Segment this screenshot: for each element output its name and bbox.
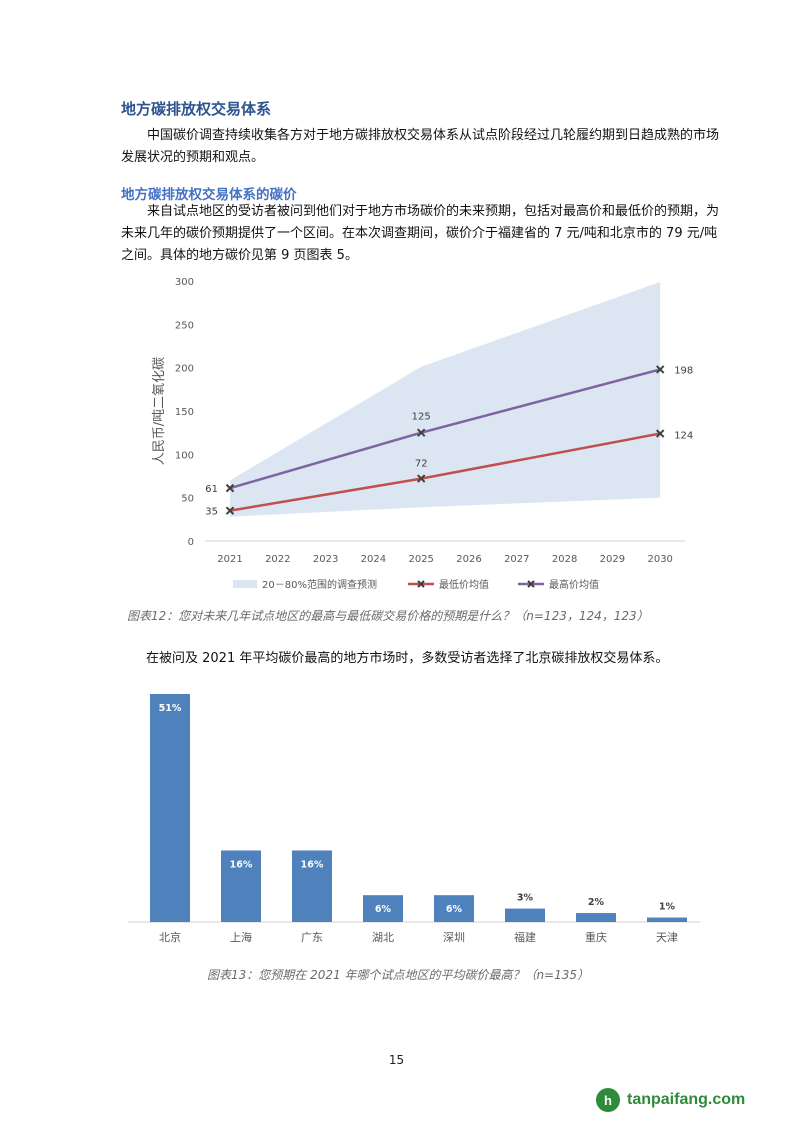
bar-4 (363, 895, 403, 922)
price-expectation-line-chart: 0 50 100 150 200 250 300 2021 2022 2023 2024 2025 20… (152, 277, 693, 591)
body-paragraph: 来自试点地区的受访者被问到他们对于地方市场碳价的未来预期，包括对最高价和最低价的… (121, 204, 720, 263)
y-tick-label: 50 (181, 494, 194, 505)
figure12-caption: 图表12：您对未来几年试点地区的最高与最低碳交易价格的预期是什么？（n=123，… (127, 609, 649, 623)
bar-5 (434, 895, 474, 922)
y-tick-label: 300 (175, 277, 194, 288)
marker-stroke (225, 483, 235, 493)
category-label: 广东 (301, 931, 323, 944)
y-tick-label: 0 (188, 537, 194, 548)
bar-value-label: 16% (301, 859, 324, 870)
data-label: 61 (205, 484, 218, 495)
data-label: 125 (412, 412, 431, 423)
x-tick-label: 2028 (552, 554, 577, 565)
category-label: 湖北 (372, 931, 394, 944)
y-tick-label: 200 (175, 364, 194, 375)
watermark-text: tanpaifang.com (627, 1091, 746, 1108)
data-label: 124 (674, 431, 693, 442)
legend-label-band: 20－80%范围的调查预测 (262, 578, 377, 591)
x-tick-label: 2021 (217, 554, 242, 565)
series-marker-x-icon (416, 428, 426, 437)
marker-stroke (225, 506, 235, 515)
legend-marker-x-icon (417, 580, 425, 588)
series-marker-x-icon (225, 483, 235, 493)
series-marker-x-icon (416, 474, 426, 483)
legend-marker-x-icon (527, 580, 535, 588)
series-marker-x-icon (655, 365, 665, 374)
x-tick-label: 2025 (408, 554, 433, 565)
x-tick-label: 2030 (647, 554, 672, 565)
bar-8 (647, 917, 687, 922)
bar-value-label: 1% (659, 902, 676, 913)
marker-stroke (416, 474, 426, 483)
x-tick-label: 2022 (265, 554, 290, 565)
section-heading: 地方碳排放权交易体系 (121, 100, 272, 118)
intro-paragraph: 中国碳价调查持续收集各方对于地方碳排放权交易体系从试点阶段经过几轮履约期到日趋成… (121, 128, 720, 165)
legend-label-high: 最高价均值 (549, 578, 599, 591)
forecast-range-band (230, 281, 661, 517)
x-tick-label: 2024 (361, 554, 386, 565)
bar-1 (150, 694, 190, 922)
bar-7 (576, 913, 616, 922)
data-label: 198 (674, 365, 693, 376)
subheading: 地方碳排放权交易体系的碳价 (121, 187, 297, 203)
x-tick-label: 2029 (600, 554, 625, 565)
x-tick-label: 2023 (313, 554, 338, 565)
category-label: 福建 (514, 930, 536, 944)
bar-value-label: 6% (375, 904, 392, 915)
y-tick-label: 150 (175, 407, 194, 418)
category-label: 重庆 (585, 930, 607, 944)
marker-stroke (655, 365, 665, 374)
highest-price-bar-chart: 51% 北京 16% 上海 16% 广东 6% 湖北 6% 深圳 3% 福建 2% 重庆 1% 天津 (128, 694, 700, 944)
data-label: 35 (205, 507, 218, 518)
bar-value-label: 6% (446, 904, 463, 915)
category-label: 上海 (230, 930, 252, 944)
x-tick-label: 2027 (504, 554, 529, 565)
bar-value-label: 2% (588, 897, 605, 908)
leaf-logo-icon: h (596, 1088, 620, 1112)
bar-value-label: 51% (159, 703, 182, 714)
category-label: 北京 (159, 930, 181, 944)
y-tick-label: 100 (175, 450, 194, 461)
data-label: 72 (415, 459, 428, 470)
x-tick-label: 2026 (456, 554, 481, 565)
bar-6 (505, 908, 545, 922)
series-marker-x-icon (225, 506, 235, 515)
bar-3 (292, 850, 332, 922)
legend-swatch-band (233, 580, 257, 588)
bar-value-label: 3% (517, 893, 534, 904)
legend-label-low: 最低价均值 (439, 578, 489, 591)
series-marker-x-icon (655, 429, 665, 438)
y-tick-label: 250 (175, 320, 194, 331)
category-label: 天津 (656, 931, 678, 944)
page-number: 15 (388, 1053, 405, 1067)
category-label: 深圳 (443, 931, 465, 944)
watermark-logo: h tanpaifang.com (596, 1088, 745, 1112)
y-axis-title: 人民币/吨二氧化碳 (152, 357, 167, 465)
bar-value-label: 16% (230, 859, 253, 870)
marker-stroke (416, 428, 426, 437)
marker-stroke (655, 429, 665, 438)
figure13-caption: 图表13：您预期在 2021 年哪个试点地区的平均碳价最高？（n=135） (207, 968, 590, 982)
transition-paragraph: 在被问及 2021 年平均碳价最高的地方市场时，多数受访者选择了北京碳排放权交易… (146, 651, 669, 666)
bar-2 (221, 850, 261, 922)
